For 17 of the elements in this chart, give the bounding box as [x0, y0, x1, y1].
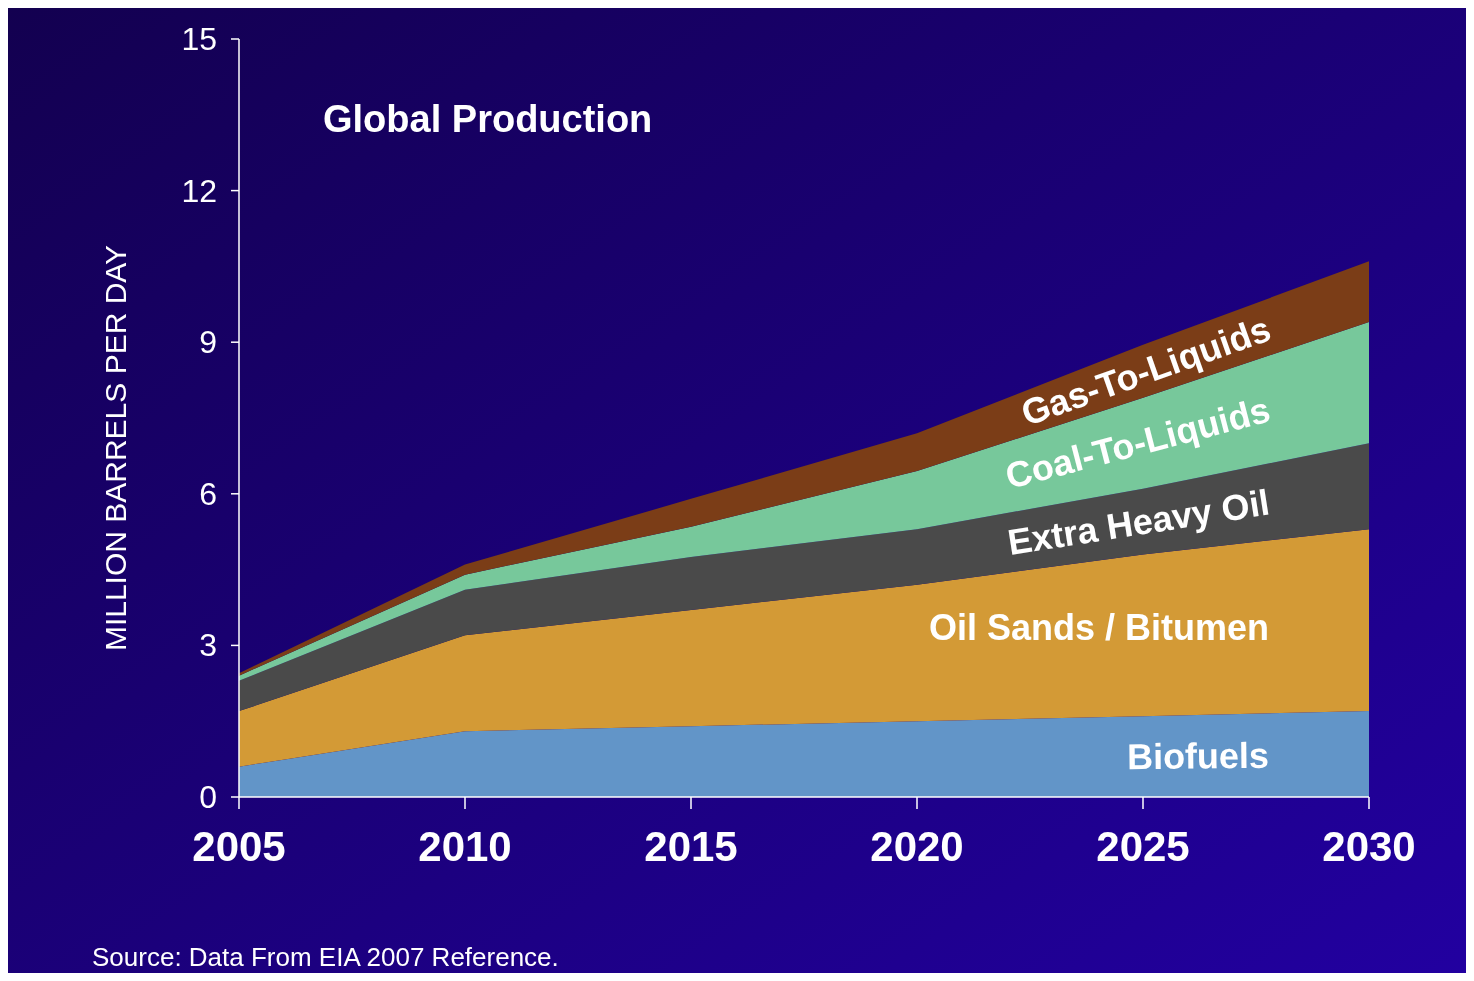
x-tick-label: 2030	[1322, 823, 1416, 870]
series-label: Oil Sands / Bitumen	[928, 606, 1269, 648]
y-tick-label: 0	[199, 779, 217, 815]
y-tick-label: 3	[199, 627, 217, 664]
text: Global Production	[323, 98, 653, 140]
y-tick-label: 6	[199, 475, 217, 512]
y-axis-title: MILLION BARRELS PER DAY	[99, 244, 132, 652]
y-tick-label: 12	[181, 172, 217, 209]
x-tick-label: 2010	[418, 823, 512, 870]
y-tick-label: 9	[199, 324, 217, 361]
x-tick-label: 2025	[1096, 823, 1190, 870]
x-tick-label: 2015	[644, 823, 738, 870]
y-tick-label: 15	[181, 21, 217, 57]
source-note: Source: Data From EIA 2007 Reference.	[92, 942, 559, 972]
x-tick-label: 2020	[870, 823, 964, 870]
x-tick-label: 2005	[192, 823, 286, 870]
series-label: Biofuels	[1126, 734, 1270, 778]
